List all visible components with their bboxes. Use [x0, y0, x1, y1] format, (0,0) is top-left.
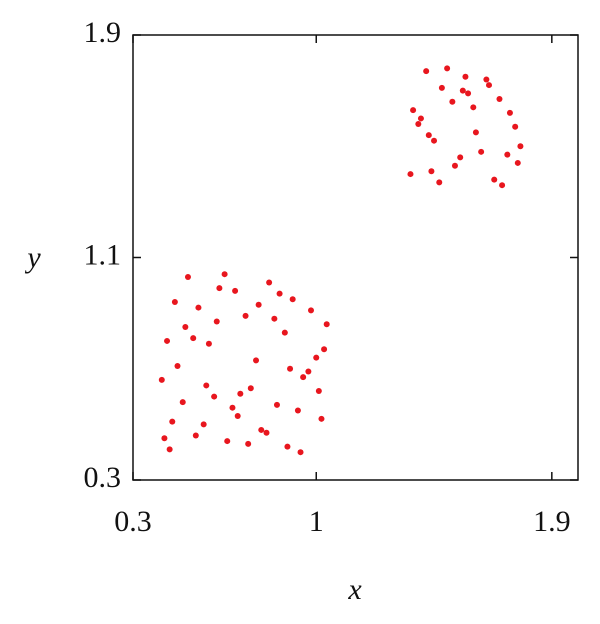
scatter-point	[232, 287, 239, 294]
scatter-point	[308, 307, 314, 314]
scatter-point	[514, 159, 521, 166]
scatter-point	[321, 346, 328, 353]
scatter-point	[431, 137, 438, 144]
scatter-point	[417, 115, 424, 122]
scatter-point	[158, 376, 165, 383]
scatter-point	[174, 362, 181, 369]
scatter-point	[234, 413, 241, 420]
scatter-point	[457, 154, 464, 161]
scatter-point	[263, 429, 270, 436]
scatter-point	[169, 418, 176, 425]
scatter-point	[428, 168, 435, 175]
scatter-point	[195, 304, 202, 311]
scatter-point	[247, 385, 254, 392]
y-tick-label: 1.9	[84, 16, 122, 49]
scatter-point	[284, 443, 291, 450]
scatter-point	[171, 299, 178, 305]
scatter-point	[444, 65, 451, 72]
scatter-point	[266, 279, 273, 286]
scatter-point	[486, 82, 492, 89]
scatter-point	[313, 354, 320, 361]
scatter-point	[415, 121, 422, 127]
scatter-point	[496, 95, 503, 102]
scatter-point	[478, 148, 485, 155]
scatter-point	[161, 435, 168, 442]
scatter-point	[323, 321, 330, 328]
scatter-point	[506, 109, 513, 116]
scatter-point	[242, 312, 249, 319]
y-axis-title: y	[24, 241, 41, 274]
y-tick-label: 0.3	[84, 461, 122, 494]
scatter-point	[423, 68, 430, 75]
x-axis-title: x	[347, 573, 362, 606]
scatter-point	[258, 426, 265, 433]
scatter-point	[438, 84, 445, 91]
x-tick-label: 0.3	[114, 505, 152, 538]
scatter-point	[245, 440, 252, 447]
x-tick-label: 1	[309, 505, 324, 538]
scatter-point	[213, 318, 220, 325]
scatter-point	[449, 98, 456, 105]
scatter-point	[221, 271, 228, 278]
scatter-point	[300, 374, 307, 381]
scatter-point	[407, 171, 414, 178]
scatter-point	[273, 401, 280, 408]
scatter-point	[276, 290, 283, 297]
scatter-point	[318, 415, 325, 422]
scatter-point	[224, 438, 231, 445]
scatter-point	[499, 182, 506, 189]
scatter-point	[462, 73, 469, 80]
scatter-point	[179, 399, 186, 406]
scatter-point	[289, 296, 296, 303]
scatter-point	[315, 388, 322, 394]
scatter-point	[271, 315, 278, 322]
scatter-point	[459, 87, 466, 94]
scatter-point	[465, 90, 472, 97]
scatter-point	[436, 179, 443, 186]
x-tick-label: 1.9	[533, 505, 571, 538]
scatter-point	[164, 337, 171, 344]
y-tick-label: 1.1	[84, 238, 122, 271]
scatter-point	[203, 382, 210, 389]
scatter-point	[281, 329, 288, 336]
scatter-point	[425, 132, 432, 139]
scatter-point	[166, 446, 173, 453]
scatter-point	[216, 285, 223, 292]
scatter-point	[517, 143, 524, 150]
scatter-point	[305, 368, 312, 375]
scatter-point	[504, 151, 511, 158]
scatter-point	[491, 176, 498, 183]
plot-frame	[132, 34, 579, 481]
scatter-point	[237, 390, 244, 397]
scatter-point	[470, 104, 477, 111]
scatter-point	[255, 301, 262, 308]
scatter-point	[472, 129, 479, 136]
scatter-point	[451, 162, 458, 169]
scatter-point	[200, 421, 207, 428]
scatter-point	[229, 404, 236, 411]
scatter-point	[205, 340, 212, 347]
scatter-point	[287, 365, 294, 372]
scatter-point	[253, 357, 260, 364]
scatter-point	[410, 107, 417, 114]
scatter-point	[190, 335, 197, 342]
scatter-point	[512, 123, 519, 130]
scatter-point	[297, 449, 304, 456]
scatter-point	[182, 324, 189, 331]
scatter-point	[184, 273, 191, 280]
scatter-point	[192, 432, 199, 439]
scatter-point	[211, 393, 218, 400]
scatter-point	[483, 76, 490, 83]
scatter-point	[294, 407, 301, 414]
